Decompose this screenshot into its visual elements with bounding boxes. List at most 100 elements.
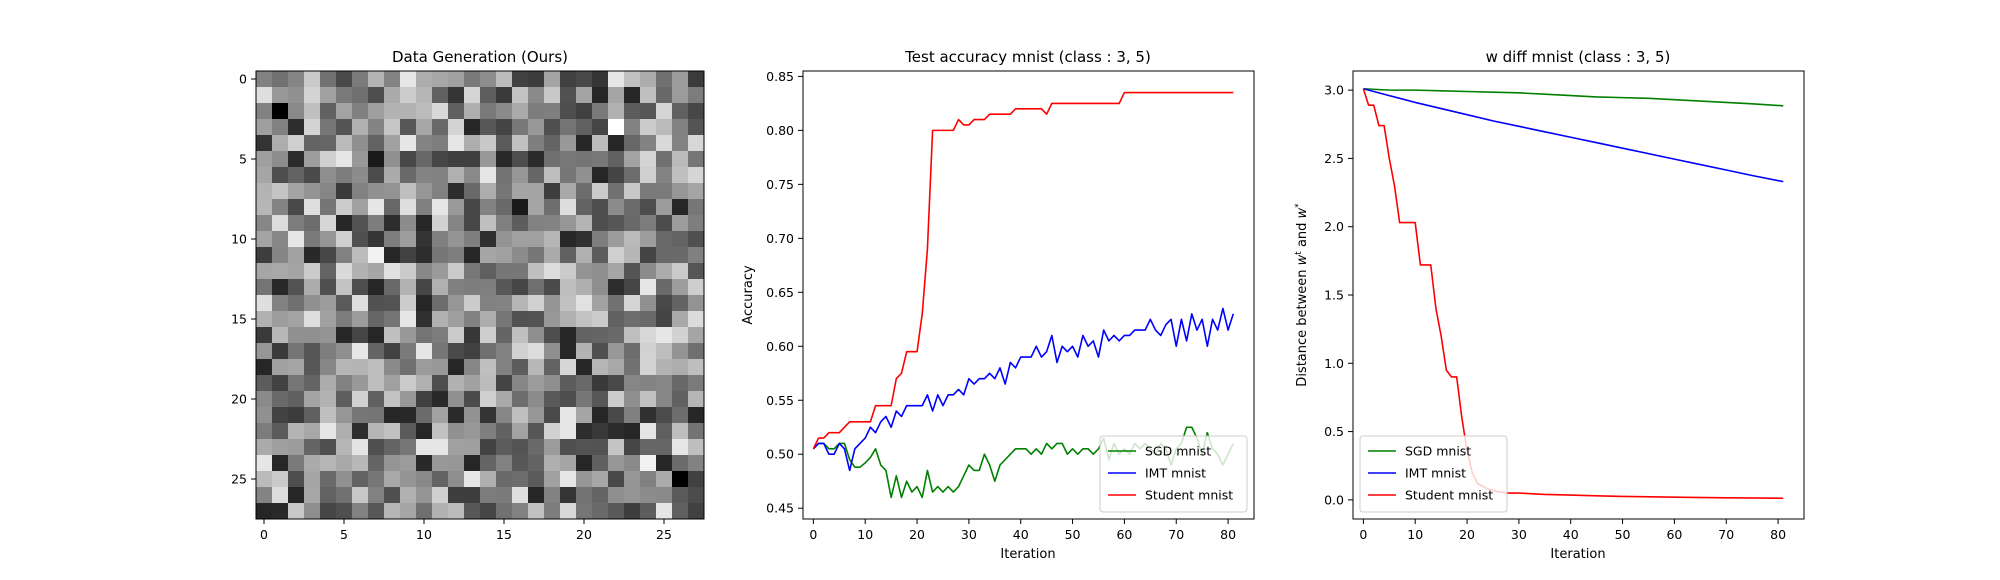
heatmap-cell xyxy=(624,455,641,472)
heatmap-cell xyxy=(608,471,625,488)
heatmap-cell xyxy=(560,71,577,88)
heatmap-cell xyxy=(288,167,305,184)
heatmap-cell xyxy=(368,471,385,488)
heatmap-cell xyxy=(608,343,625,360)
wdiff-y-tick-label: 1.0 xyxy=(1324,356,1344,371)
heatmap-cell xyxy=(592,391,609,408)
heatmap-cell xyxy=(496,71,513,88)
heatmap-cell xyxy=(640,503,657,520)
heatmap-cell xyxy=(448,135,465,152)
heatmap-cell xyxy=(480,423,497,440)
heatmap-cell xyxy=(400,503,417,520)
heatmap-cell xyxy=(432,375,449,392)
heatmap-cell xyxy=(416,183,433,200)
heatmap-cell xyxy=(464,119,481,136)
heatmap-cell xyxy=(448,343,465,360)
heatmap-cell xyxy=(656,215,673,232)
heatmap-cell xyxy=(272,375,289,392)
heatmap-cell xyxy=(320,199,337,216)
heatmap-cell xyxy=(512,359,529,376)
heatmap-cell xyxy=(512,295,529,312)
heatmap-cell xyxy=(320,183,337,200)
accuracy-x-tick-label: 60 xyxy=(1116,527,1132,542)
heatmap-cell xyxy=(464,407,481,424)
heatmap-cell xyxy=(352,471,369,488)
heatmap-cell xyxy=(496,231,513,248)
heatmap-cell xyxy=(480,167,497,184)
heatmap-cell xyxy=(480,135,497,152)
heatmap-cell xyxy=(320,279,337,296)
heatmap-cell xyxy=(400,343,417,360)
heatmap-cell xyxy=(464,167,481,184)
heatmap-cell xyxy=(608,439,625,456)
heatmap-cell xyxy=(672,71,689,88)
heatmap-cell xyxy=(304,503,321,520)
heatmap-cell xyxy=(272,135,289,152)
heatmap-y-tick-label: 0 xyxy=(239,72,247,87)
heatmap-cell xyxy=(432,359,449,376)
heatmap-cell xyxy=(640,343,657,360)
heatmap-cell xyxy=(288,423,305,440)
wdiff-series-line xyxy=(1363,87,1784,183)
heatmap-cell xyxy=(336,215,353,232)
heatmap-cell xyxy=(256,135,273,152)
heatmap-cell xyxy=(320,471,337,488)
heatmap-cell xyxy=(432,71,449,88)
wdiff-y-label: Distance between wt and w* xyxy=(1294,203,1310,387)
heatmap-cell xyxy=(672,471,689,488)
heatmap-cell xyxy=(688,87,705,104)
heatmap-cell xyxy=(304,375,321,392)
heatmap-cell xyxy=(336,103,353,120)
heatmap-cell xyxy=(400,471,417,488)
heatmap-cell xyxy=(272,199,289,216)
heatmap-cell xyxy=(400,103,417,120)
heatmap-cell xyxy=(560,391,577,408)
heatmap-cell xyxy=(336,327,353,344)
heatmap-cell xyxy=(432,439,449,456)
heatmap-cell xyxy=(480,375,497,392)
heatmap-cell xyxy=(624,279,641,296)
heatmap-cell xyxy=(288,263,305,280)
wdiff-x-tick-label: 40 xyxy=(1563,527,1579,542)
heatmap-cell xyxy=(432,487,449,504)
wdiff-x-label: Iteration xyxy=(1550,547,1605,562)
heatmap-cell xyxy=(368,391,385,408)
accuracy-x-tick-label: 20 xyxy=(909,527,925,542)
heatmap-cell xyxy=(288,407,305,424)
heatmap-cell xyxy=(496,215,513,232)
heatmap-cell xyxy=(688,263,705,280)
heatmap-cell xyxy=(544,183,561,200)
heatmap-cell xyxy=(528,263,545,280)
heatmap-cell xyxy=(560,295,577,312)
heatmap-cell xyxy=(352,263,369,280)
heatmap-cell xyxy=(368,503,385,520)
heatmap-cell xyxy=(544,167,561,184)
heatmap-cell xyxy=(544,391,561,408)
heatmap-cell xyxy=(576,87,593,104)
heatmap-cell xyxy=(416,295,433,312)
heatmap-cell xyxy=(304,439,321,456)
heatmap-cell xyxy=(448,263,465,280)
heatmap-cell xyxy=(336,343,353,360)
wdiff-x-tick-label: 80 xyxy=(1770,527,1786,542)
wdiff-x-tick-label: 20 xyxy=(1459,527,1475,542)
heatmap-cell xyxy=(304,487,321,504)
heatmap-cell xyxy=(528,183,545,200)
heatmap-cell xyxy=(480,215,497,232)
heatmap-cell xyxy=(416,119,433,136)
heatmap-cell xyxy=(368,103,385,120)
heatmap-cell xyxy=(400,263,417,280)
accuracy-panel: Test accuracy mnist (class : 3, 5) Itera… xyxy=(741,48,1255,562)
heatmap-cell xyxy=(272,279,289,296)
heatmap-cell xyxy=(528,199,545,216)
heatmap-cell xyxy=(272,343,289,360)
heatmap-cell xyxy=(432,471,449,488)
heatmap-cell xyxy=(272,407,289,424)
heatmap-cell xyxy=(624,407,641,424)
heatmap-cell xyxy=(640,487,657,504)
heatmap-cell xyxy=(480,503,497,520)
heatmap-cell xyxy=(320,423,337,440)
heatmap-cell xyxy=(640,71,657,88)
wdiff-legend-label: Student mnist xyxy=(1405,488,1493,503)
heatmap-cell xyxy=(336,407,353,424)
